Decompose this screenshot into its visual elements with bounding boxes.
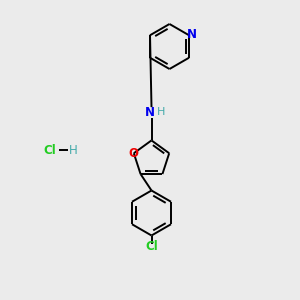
Text: Cl: Cl <box>43 143 56 157</box>
Text: O: O <box>128 147 138 160</box>
Text: Cl: Cl <box>145 240 158 254</box>
Text: H: H <box>157 106 165 117</box>
Text: N: N <box>186 28 197 40</box>
Text: N: N <box>145 106 155 119</box>
Text: H: H <box>69 143 78 157</box>
